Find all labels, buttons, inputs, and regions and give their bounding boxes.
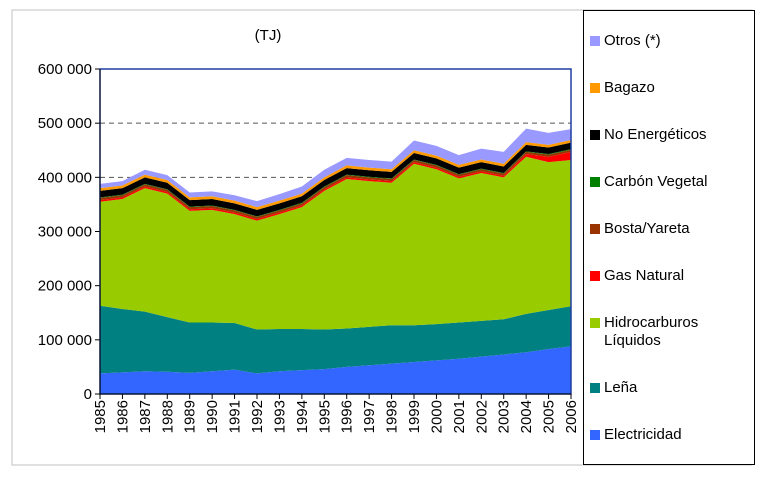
legend-swatch bbox=[590, 270, 600, 281]
x-tick-label: 1993 bbox=[271, 400, 288, 433]
legend-swatch bbox=[590, 317, 600, 328]
legend-label: Bagazo bbox=[604, 78, 655, 96]
legend-swatch bbox=[590, 223, 600, 234]
x-tick-label: 1994 bbox=[294, 400, 311, 433]
legend-swatch bbox=[590, 129, 600, 140]
y-tick-label: 0 bbox=[84, 386, 92, 403]
x-tick-label: 1995 bbox=[316, 400, 333, 433]
x-tick-label: 1988 bbox=[159, 400, 176, 433]
legend-item: Leña bbox=[584, 379, 754, 397]
legend-label: Leña bbox=[604, 378, 638, 396]
legend-item: Hidrocarburos Líquidos bbox=[584, 314, 754, 350]
legend-item: Bagazo bbox=[584, 79, 754, 97]
legend-label: Carbón Vegetal bbox=[604, 172, 708, 190]
legend-label: No Energéticos bbox=[604, 125, 707, 143]
x-tick-label: 1999 bbox=[406, 400, 423, 433]
area bbox=[100, 139, 571, 210]
x-tick-label: 1991 bbox=[227, 400, 244, 433]
x-tick-label: 2004 bbox=[518, 400, 535, 433]
legend-label: Hidrocarburos Líquidos bbox=[604, 313, 699, 349]
legend-label: Electricidad bbox=[604, 425, 682, 443]
legend-swatch bbox=[590, 382, 600, 393]
legend: Otros (*) Bagazo No Energéticos Carbón Vege… bbox=[583, 10, 755, 465]
x-tick-label: 1985 bbox=[92, 400, 109, 433]
x-tick-label: 1987 bbox=[137, 400, 154, 433]
area bbox=[100, 156, 571, 330]
area bbox=[100, 128, 571, 208]
area bbox=[100, 151, 571, 221]
y-tick-label: 600 000 bbox=[38, 61, 92, 78]
legend-label: Bosta/Yareta bbox=[604, 219, 690, 237]
y-tick-label: 200 000 bbox=[38, 278, 92, 295]
x-tick-label: 1990 bbox=[204, 400, 221, 433]
x-tick-label: 2005 bbox=[541, 400, 558, 433]
x-tick-label: 2000 bbox=[428, 400, 445, 433]
legend-item: Otros (*) bbox=[584, 32, 754, 50]
x-tick-label: 1998 bbox=[384, 400, 401, 433]
legend-label: Otros (*) bbox=[604, 31, 661, 49]
legend-swatch bbox=[590, 35, 600, 46]
y-tick-label: 500 000 bbox=[38, 115, 92, 132]
area bbox=[100, 142, 571, 217]
area bbox=[100, 346, 571, 394]
x-tick-label: 1992 bbox=[249, 400, 266, 433]
legend-item: No Energéticos bbox=[584, 126, 754, 144]
legend-swatch bbox=[590, 429, 600, 440]
y-tick-label: 100 000 bbox=[38, 332, 92, 349]
y-tick-label: 400 000 bbox=[38, 169, 92, 186]
x-tick-label: 1997 bbox=[361, 400, 378, 433]
x-tick-label: 1996 bbox=[339, 400, 356, 433]
x-tick-label: 2006 bbox=[563, 400, 580, 433]
legend-item: Gas Natural bbox=[584, 267, 754, 285]
x-tick-label: 1986 bbox=[114, 400, 131, 433]
x-tick-label: 1989 bbox=[182, 400, 199, 433]
y-tick-label: 300 000 bbox=[38, 224, 92, 241]
legend-item: Carbón Vegetal bbox=[584, 173, 754, 191]
legend-item: Bosta/Yareta bbox=[584, 220, 754, 238]
x-tick-label: 2003 bbox=[496, 400, 513, 433]
x-tick-label: 2001 bbox=[451, 400, 468, 433]
area bbox=[100, 305, 571, 374]
legend-swatch bbox=[590, 176, 600, 187]
chart-title: (TJ) bbox=[255, 27, 282, 44]
legend-item: Electricidad bbox=[584, 426, 754, 444]
legend-label: Gas Natural bbox=[604, 266, 685, 284]
legend-swatch bbox=[590, 82, 600, 93]
x-tick-label: 2002 bbox=[473, 400, 490, 433]
